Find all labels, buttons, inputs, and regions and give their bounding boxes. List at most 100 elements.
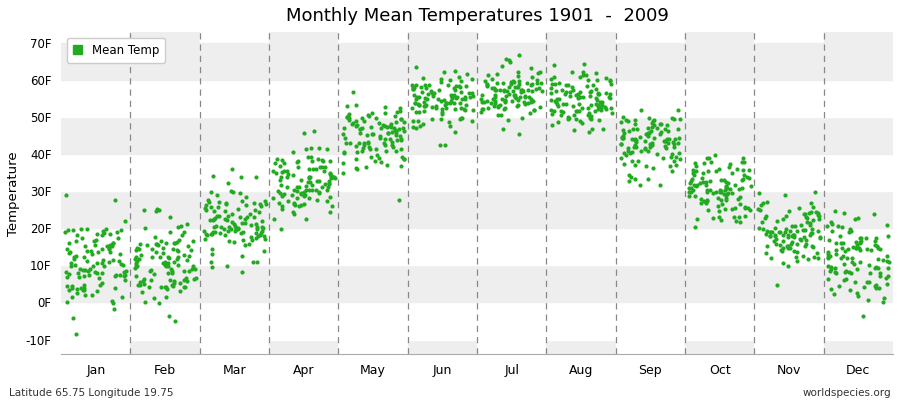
Point — [105, 240, 120, 246]
Point — [726, 214, 741, 220]
Point — [519, 80, 534, 86]
Point — [302, 175, 316, 181]
Point — [171, 262, 185, 268]
Point — [682, 180, 697, 186]
Point — [548, 98, 562, 104]
Point — [299, 183, 313, 189]
Point — [690, 216, 705, 222]
Point — [827, 208, 842, 214]
Point — [65, 282, 79, 289]
Point — [443, 100, 457, 106]
Point — [664, 154, 679, 160]
Point — [581, 128, 596, 135]
Point — [593, 105, 608, 111]
Point — [135, 288, 149, 295]
Point — [828, 240, 842, 246]
Point — [822, 237, 836, 244]
Point — [702, 154, 716, 161]
Point — [562, 81, 576, 88]
Point — [806, 217, 820, 224]
Point — [377, 140, 392, 146]
Point — [250, 224, 265, 231]
Point — [325, 203, 339, 210]
Point — [379, 148, 393, 154]
Point — [652, 121, 667, 127]
Point — [233, 214, 248, 220]
Point — [778, 225, 793, 232]
Point — [284, 192, 299, 198]
Point — [152, 300, 166, 306]
Point — [794, 237, 808, 244]
Point — [378, 136, 392, 142]
Point — [779, 242, 794, 249]
Point — [868, 238, 883, 245]
Point — [511, 78, 526, 84]
Point — [721, 180, 735, 186]
Point — [559, 101, 573, 108]
Point — [499, 98, 513, 105]
Point — [302, 187, 316, 193]
Point — [616, 134, 630, 140]
Point — [630, 126, 644, 132]
Point — [356, 142, 371, 148]
Point — [869, 284, 884, 291]
Point — [434, 76, 448, 82]
Point — [138, 225, 152, 231]
Point — [238, 216, 252, 222]
Point — [485, 84, 500, 91]
Point — [789, 258, 804, 264]
Point — [68, 253, 83, 260]
Point — [598, 106, 613, 112]
Point — [355, 148, 369, 154]
Point — [417, 107, 431, 114]
Point — [616, 114, 630, 120]
Point — [302, 179, 317, 185]
Point — [583, 114, 598, 121]
Point — [466, 93, 481, 99]
Point — [592, 102, 607, 109]
Point — [758, 215, 772, 221]
Point — [803, 220, 817, 226]
Point — [91, 248, 105, 255]
Point — [156, 244, 170, 251]
Point — [515, 86, 529, 93]
Point — [492, 101, 507, 108]
Point — [273, 177, 287, 183]
Point — [292, 164, 306, 170]
Point — [508, 84, 522, 90]
Point — [511, 52, 526, 58]
Point — [719, 197, 733, 203]
Point — [287, 200, 302, 207]
Point — [315, 164, 329, 170]
Point — [274, 203, 289, 210]
Point — [373, 135, 387, 141]
Point — [788, 223, 802, 229]
Point — [850, 215, 865, 221]
Point — [617, 130, 632, 136]
Point — [340, 113, 355, 120]
Point — [97, 229, 112, 236]
Point — [545, 111, 560, 117]
Point — [604, 105, 618, 111]
Point — [657, 138, 671, 144]
Point — [448, 83, 463, 89]
Point — [301, 179, 315, 185]
Point — [698, 179, 713, 186]
Point — [665, 114, 680, 121]
Point — [276, 168, 291, 174]
Point — [97, 263, 112, 270]
Point — [650, 150, 664, 157]
Point — [186, 263, 201, 269]
Point — [544, 90, 558, 96]
Point — [113, 272, 128, 278]
Point — [342, 115, 356, 121]
Point — [616, 135, 630, 141]
Point — [549, 99, 563, 106]
Point — [392, 197, 406, 204]
Point — [151, 206, 166, 213]
Point — [672, 156, 687, 162]
Point — [199, 202, 213, 208]
Point — [114, 226, 129, 233]
Point — [852, 259, 867, 265]
Point — [76, 272, 91, 279]
